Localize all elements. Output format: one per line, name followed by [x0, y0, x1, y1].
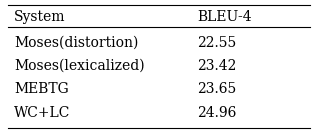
Text: BLEU-4: BLEU-4: [197, 10, 252, 24]
Text: MEBTG: MEBTG: [14, 82, 69, 96]
Text: 23.65: 23.65: [197, 82, 236, 96]
Text: 22.55: 22.55: [197, 36, 236, 50]
Text: 24.96: 24.96: [197, 105, 236, 119]
Text: Moses(distortion): Moses(distortion): [14, 36, 138, 50]
Text: 23.42: 23.42: [197, 59, 236, 73]
Text: Moses(lexicalized): Moses(lexicalized): [14, 59, 145, 73]
Text: System: System: [14, 10, 66, 24]
Text: WC+LC: WC+LC: [14, 105, 70, 119]
